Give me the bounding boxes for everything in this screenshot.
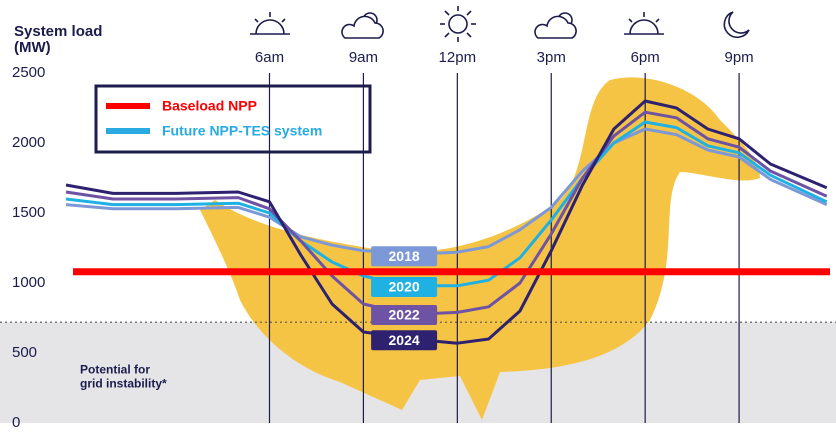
- series-label: 2022: [389, 307, 420, 323]
- x-tick-label: 9am: [349, 49, 378, 66]
- x-tick-label: 12pm: [439, 49, 477, 66]
- series-line: [65, 127, 828, 256]
- x-tick-label: 9pm: [724, 49, 753, 66]
- cloud-sun-icon: [534, 12, 577, 39]
- y-tick-label: 1000: [12, 274, 45, 291]
- x-tick-label: 3pm: [537, 49, 566, 66]
- x-tick-label: 6pm: [631, 49, 660, 66]
- y-axis-title: System load: [14, 23, 102, 40]
- series-label-box: [371, 246, 438, 267]
- series-line: [65, 120, 828, 288]
- series-label-box: [371, 277, 438, 297]
- series-label: 2020: [389, 279, 420, 295]
- series-line: [65, 110, 828, 316]
- y-tick-label: 2500: [12, 64, 45, 81]
- threshold-label: grid instability*: [80, 376, 167, 390]
- x-tick-label: 6am: [255, 49, 284, 66]
- legend-label: Baseload NPP: [162, 98, 257, 114]
- series-label: 2018: [389, 248, 420, 264]
- y-tick-label: 1500: [12, 204, 45, 221]
- legend-box: [94, 84, 372, 154]
- legend-label: Future NPP-TES system: [162, 123, 322, 139]
- sun-icon: [440, 6, 476, 42]
- cloud-sun-icon: [341, 12, 384, 39]
- series-line: [65, 99, 828, 345]
- series-label: 2024: [389, 332, 420, 348]
- sun-set-icon: [624, 12, 664, 35]
- y-tick-label: 500: [12, 344, 37, 361]
- y-tick-label: 0: [12, 414, 20, 431]
- threshold-label: Potential for: [80, 362, 150, 376]
- series-label-box: [371, 305, 438, 325]
- series-label-box: [371, 330, 438, 351]
- sun-rise-icon: [250, 12, 290, 35]
- y-tick-label: 2000: [12, 134, 45, 151]
- weather-icons: [250, 6, 750, 42]
- moon-icon: [723, 11, 750, 39]
- y-axis-title: (MW): [14, 39, 51, 56]
